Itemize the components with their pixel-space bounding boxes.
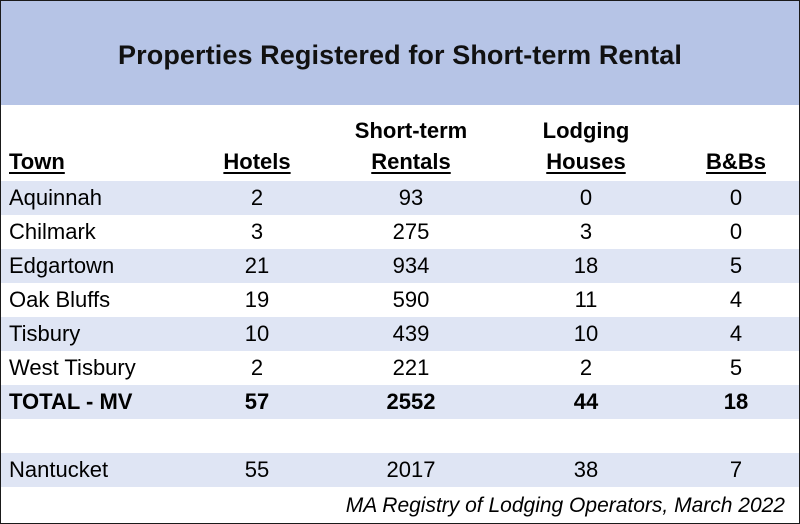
- cell-short-term-rentals: 934: [392, 253, 430, 278]
- cell-town: Chilmark: [9, 219, 96, 244]
- header-town: Town: [9, 149, 65, 174]
- header-lodging-houses: Houses: [546, 149, 626, 174]
- nantucket-town: Nantucket: [9, 457, 109, 482]
- cell-bnbs: 4: [729, 287, 743, 312]
- total-short-term-rentals: 2552: [386, 389, 436, 414]
- cell-bnbs: 4: [729, 321, 743, 346]
- cell-short-term-rentals: 275: [392, 219, 430, 244]
- cell-hotels: 2: [250, 185, 264, 210]
- header-short-term-line1: Short-term: [354, 118, 468, 143]
- cell-short-term-rentals: 221: [392, 355, 430, 380]
- row-stripe: [1, 453, 799, 487]
- cell-lodging-houses: 18: [573, 253, 599, 278]
- nantucket-lodging-houses: 38: [573, 457, 599, 482]
- cell-town: Aquinnah: [9, 185, 102, 210]
- header-bnbs: B&Bs: [706, 149, 766, 174]
- cell-town: West Tisbury: [9, 355, 136, 380]
- source-note: MA Registry of Lodging Operators, March …: [345, 494, 785, 517]
- cell-bnbs: 0: [729, 219, 743, 244]
- cell-bnbs: 0: [729, 185, 743, 210]
- total-hotels: 57: [244, 389, 270, 414]
- cell-lodging-houses: 11: [574, 287, 598, 312]
- row-stripe: [1, 249, 799, 283]
- header-hotels: Hotels: [223, 149, 291, 174]
- cell-town: Edgartown: [9, 253, 115, 278]
- cell-town: Tisbury: [9, 321, 81, 346]
- cell-bnbs: 5: [729, 253, 743, 278]
- total-label: TOTAL - MV: [9, 389, 133, 414]
- row-stripe: [1, 385, 799, 419]
- total-lodging-houses: 44: [573, 389, 599, 414]
- cell-hotels: 10: [244, 321, 270, 346]
- cell-bnbs: 5: [729, 355, 743, 380]
- header-short-term-rentals: Rentals: [371, 149, 451, 174]
- cell-hotels: 21: [244, 253, 270, 278]
- cell-short-term-rentals: 439: [392, 321, 430, 346]
- nantucket-bnbs: 7: [729, 457, 743, 482]
- cell-short-term-rentals: 590: [392, 287, 430, 312]
- cell-lodging-houses: 3: [579, 219, 593, 244]
- cell-lodging-houses: 2: [579, 355, 593, 380]
- nantucket-hotels: 55: [244, 457, 270, 482]
- cell-short-term-rentals: 93: [398, 185, 424, 210]
- row-stripe: [1, 317, 799, 351]
- table-title: Properties Registered for Short-term Ren…: [118, 39, 682, 70]
- nantucket-short-term-rentals: 2017: [386, 457, 436, 482]
- title-band: Properties Registered for Short-term Ren…: [1, 1, 799, 105]
- cell-hotels: 19: [244, 287, 270, 312]
- cell-hotels: 3: [250, 219, 264, 244]
- header-lodging-line1: Lodging: [542, 118, 630, 143]
- cell-lodging-houses: 10: [573, 321, 599, 346]
- cell-hotels: 2: [250, 355, 264, 380]
- total-bnbs: 18: [723, 389, 749, 414]
- row-stripe: [1, 181, 799, 215]
- cell-town: Oak Bluffs: [9, 287, 111, 312]
- cell-lodging-houses: 0: [579, 185, 593, 210]
